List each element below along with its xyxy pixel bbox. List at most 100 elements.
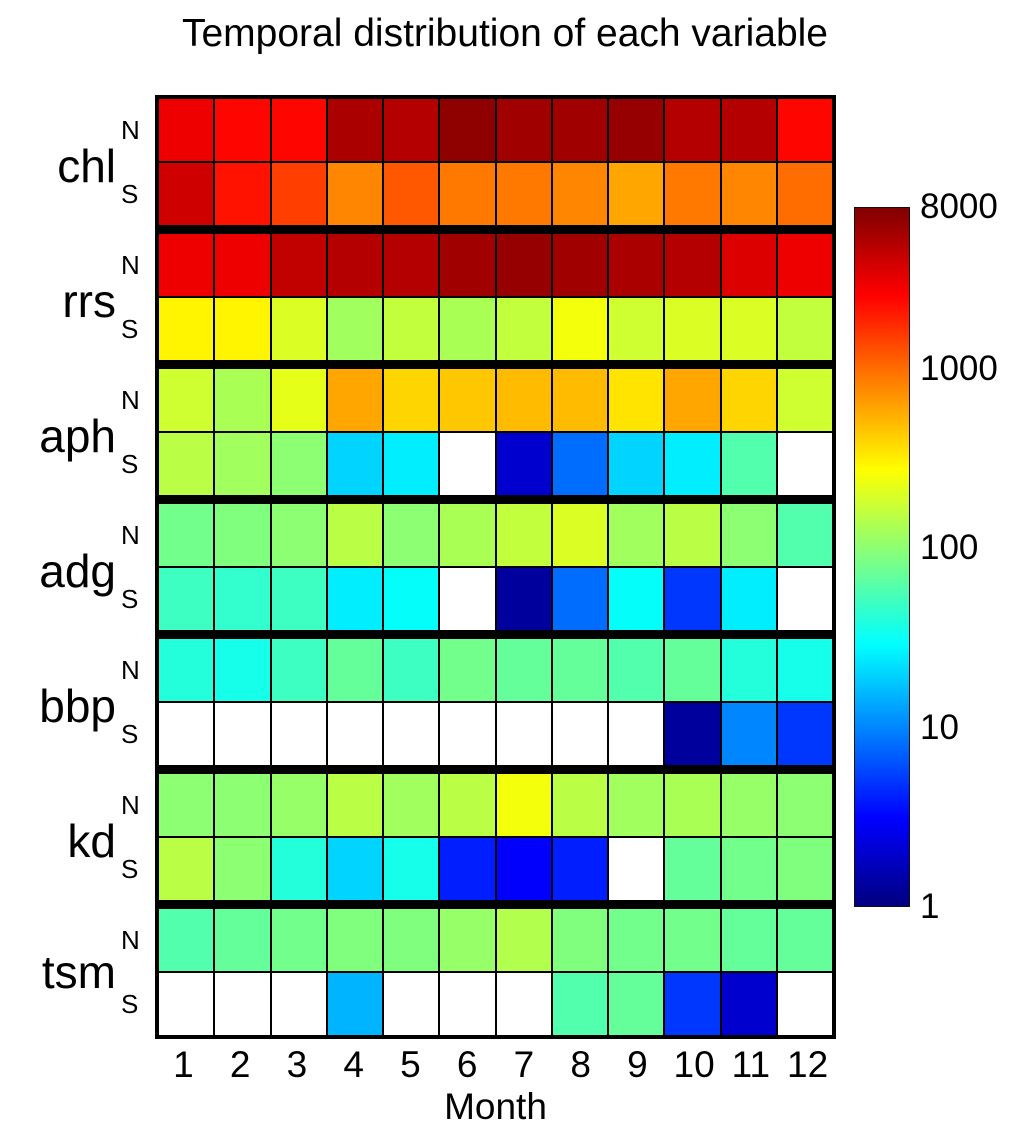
hemisphere-label: N xyxy=(121,384,140,415)
heatmap-cell xyxy=(608,837,665,901)
heatmap-cell xyxy=(776,837,833,901)
heatmap-row-tsm-N xyxy=(158,908,833,972)
heatmap-cell xyxy=(383,773,440,837)
heatmap-cell xyxy=(664,432,721,496)
variable-label: kd xyxy=(67,814,116,867)
heatmap-cell xyxy=(776,98,833,162)
heatmap-row-adg-N xyxy=(158,503,833,567)
heatmap-row-chl-S xyxy=(158,162,833,226)
x-axis-ticks: 1 2 3 4 5 6 7 8 9 10 11 12 xyxy=(155,1044,836,1086)
heatmap-cell xyxy=(439,567,496,631)
heatmap-cell xyxy=(608,972,665,1036)
heatmap-cell xyxy=(495,368,552,432)
variable-group-kd xyxy=(158,773,833,908)
heatmap-cell xyxy=(326,162,383,226)
heatmap-cell xyxy=(270,162,327,226)
heatmap-cell xyxy=(214,908,271,972)
x-tick-label: 10 xyxy=(673,1044,715,1085)
heatmap-cell xyxy=(776,908,833,972)
heatmap-cell xyxy=(551,972,608,1036)
heatmap-cell xyxy=(720,638,777,702)
heatmap-cell xyxy=(495,972,552,1036)
colorbar-tick-label: 100 xyxy=(920,528,979,567)
heatmap-cell xyxy=(158,503,215,567)
heatmap-grid xyxy=(155,95,836,1039)
colorbar-tick-label: 8000 xyxy=(920,187,998,226)
heatmap-cell xyxy=(551,702,608,766)
heatmap-row-kd-S xyxy=(158,837,833,901)
variable-label: chl xyxy=(57,139,116,192)
heatmap-row-rrs-N xyxy=(158,233,833,297)
heatmap-cell xyxy=(158,773,215,837)
heatmap-cell xyxy=(326,972,383,1036)
heatmap-cell xyxy=(439,837,496,901)
heatmap-cell xyxy=(551,773,608,837)
variable-group-adg xyxy=(158,503,833,638)
heatmap-cell xyxy=(383,162,440,226)
heatmap-cell xyxy=(776,638,833,702)
heatmap-cell xyxy=(158,233,215,297)
x-tick-label: 6 xyxy=(456,1044,478,1085)
heatmap-cell xyxy=(551,162,608,226)
heatmap-cell xyxy=(720,503,777,567)
heatmap-cell xyxy=(158,702,215,766)
heatmap-cell xyxy=(776,432,833,496)
heatmap-cell xyxy=(326,368,383,432)
heatmap-cell xyxy=(495,98,552,162)
heatmap-cell xyxy=(439,908,496,972)
heatmap-cell xyxy=(270,233,327,297)
heatmap-cell xyxy=(608,432,665,496)
heatmap-cell xyxy=(551,432,608,496)
heatmap-cell xyxy=(326,638,383,702)
heatmap-cell xyxy=(214,98,271,162)
variable-label: aph xyxy=(39,409,116,462)
heatmap-cell xyxy=(664,837,721,901)
heatmap-cell xyxy=(383,432,440,496)
colorbar-tick-label: 1000 xyxy=(920,349,998,388)
heatmap-cell xyxy=(551,567,608,631)
x-tick-label: 1 xyxy=(173,1044,194,1085)
heatmap-cell xyxy=(439,503,496,567)
heatmap-cell xyxy=(608,98,665,162)
heatmap-cell xyxy=(326,908,383,972)
heatmap-row-aph-S xyxy=(158,432,833,496)
heatmap-cell xyxy=(720,297,777,361)
heatmap-cell xyxy=(158,837,215,901)
hemisphere-label: N xyxy=(121,249,140,280)
x-tick-label: 9 xyxy=(627,1044,648,1085)
heatmap-cell xyxy=(720,432,777,496)
hemisphere-label: N xyxy=(121,789,140,820)
heatmap-cell xyxy=(608,503,665,567)
heatmap-cell xyxy=(158,297,215,361)
heatmap-row-bbp-S xyxy=(158,702,833,766)
heatmap-cell xyxy=(495,908,552,972)
heatmap-cell xyxy=(270,368,327,432)
heatmap-cell xyxy=(214,567,271,631)
heatmap-cell xyxy=(495,837,552,901)
heatmap-cell xyxy=(439,297,496,361)
heatmap-row-bbp-N xyxy=(158,638,833,702)
heatmap-cell xyxy=(720,837,777,901)
heatmap-cell xyxy=(664,233,721,297)
heatmap-cell xyxy=(608,233,665,297)
heatmap-cell xyxy=(214,773,271,837)
heatmap-cell xyxy=(326,432,383,496)
heatmap-cell xyxy=(270,567,327,631)
heatmap-cell xyxy=(439,368,496,432)
hemisphere-label: S xyxy=(121,448,139,479)
heatmap-cell xyxy=(439,162,496,226)
hemisphere-label: N xyxy=(121,654,140,685)
heatmap-cell xyxy=(551,368,608,432)
hemisphere-label: S xyxy=(121,718,139,749)
heatmap-cell xyxy=(495,162,552,226)
heatmap-cell xyxy=(383,702,440,766)
heatmap-cell xyxy=(270,638,327,702)
variable-group-chl xyxy=(158,98,833,233)
heatmap-cell xyxy=(214,233,271,297)
heatmap-cell xyxy=(214,368,271,432)
heatmap-row-kd-N xyxy=(158,773,833,837)
heatmap-cell xyxy=(664,972,721,1036)
